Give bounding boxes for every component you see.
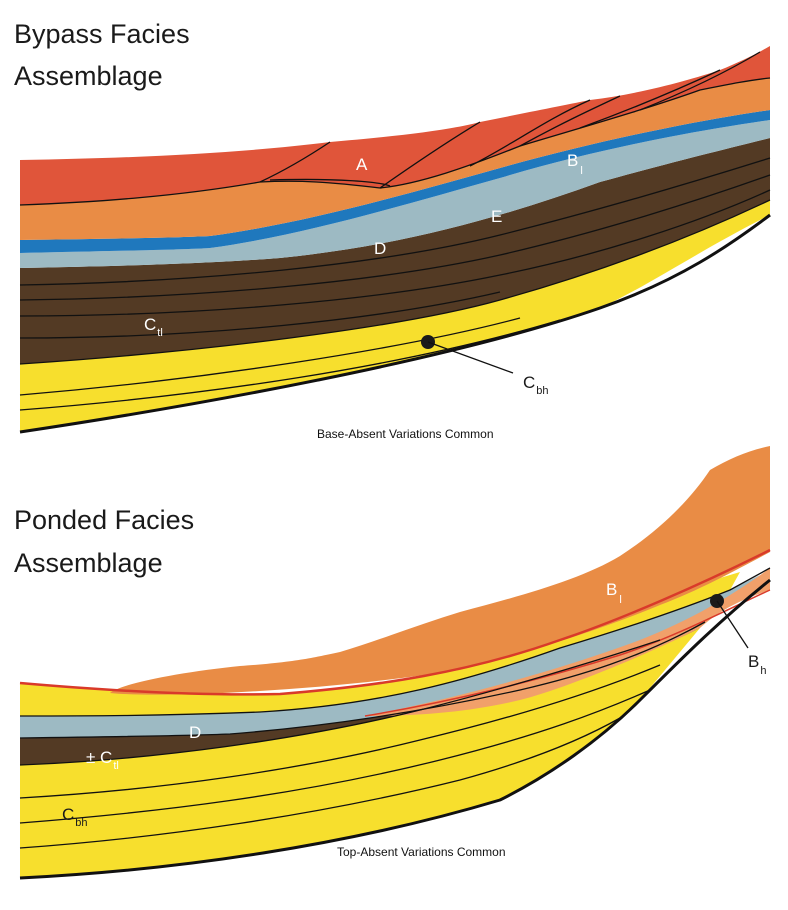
layer-c-bh-upper xyxy=(20,572,740,716)
layer-b-l xyxy=(20,78,770,240)
label-b-l-ponded: Bl xyxy=(606,580,622,606)
label-e: E xyxy=(491,207,502,226)
layer-b-l-ponded xyxy=(110,446,770,695)
top-title-line1: Bypass Facies xyxy=(14,19,190,49)
bottom-title-line2: Assemblage xyxy=(14,548,163,578)
label-c-tl-ponded: ± Ctl xyxy=(86,748,119,772)
ponded-cross-section: Bl Bh D ± Ctl Cbh Top-Absent Variations … xyxy=(19,446,771,880)
layer-a xyxy=(20,46,770,205)
top-caption: Base-Absent Variations Common xyxy=(317,427,494,441)
label-c-bh: Cbh xyxy=(523,373,549,397)
label-c-tl: Ctl xyxy=(144,315,163,339)
label-b-l: Bl xyxy=(567,151,583,177)
label-c-bh-ponded: Cbh xyxy=(62,805,88,829)
layer-d xyxy=(20,120,770,268)
ponded-red-boundary xyxy=(19,548,771,696)
layer-e xyxy=(20,110,770,253)
bottom-title-line1: Ponded Facies xyxy=(14,505,195,535)
layer-c-bh xyxy=(20,200,770,432)
label-d: D xyxy=(374,239,386,258)
label-d-ponded: D xyxy=(189,723,201,742)
label-b-h: Bh xyxy=(748,652,766,677)
layer-c-tl xyxy=(20,138,770,364)
c-bh-leader xyxy=(427,341,514,374)
bypass-internal-lines xyxy=(19,51,771,434)
ponded-internal-lines xyxy=(19,567,771,880)
b-h-leader xyxy=(716,600,749,649)
bottom-caption: Top-Absent Variations Common xyxy=(337,845,506,859)
label-a: A xyxy=(356,155,368,174)
top-title-line2: Assemblage xyxy=(14,61,163,91)
layer-c-tl-ponded xyxy=(20,628,700,765)
bypass-cross-section: A Bl E D Ctl Cbh Base-Absent Variations … xyxy=(19,46,771,441)
